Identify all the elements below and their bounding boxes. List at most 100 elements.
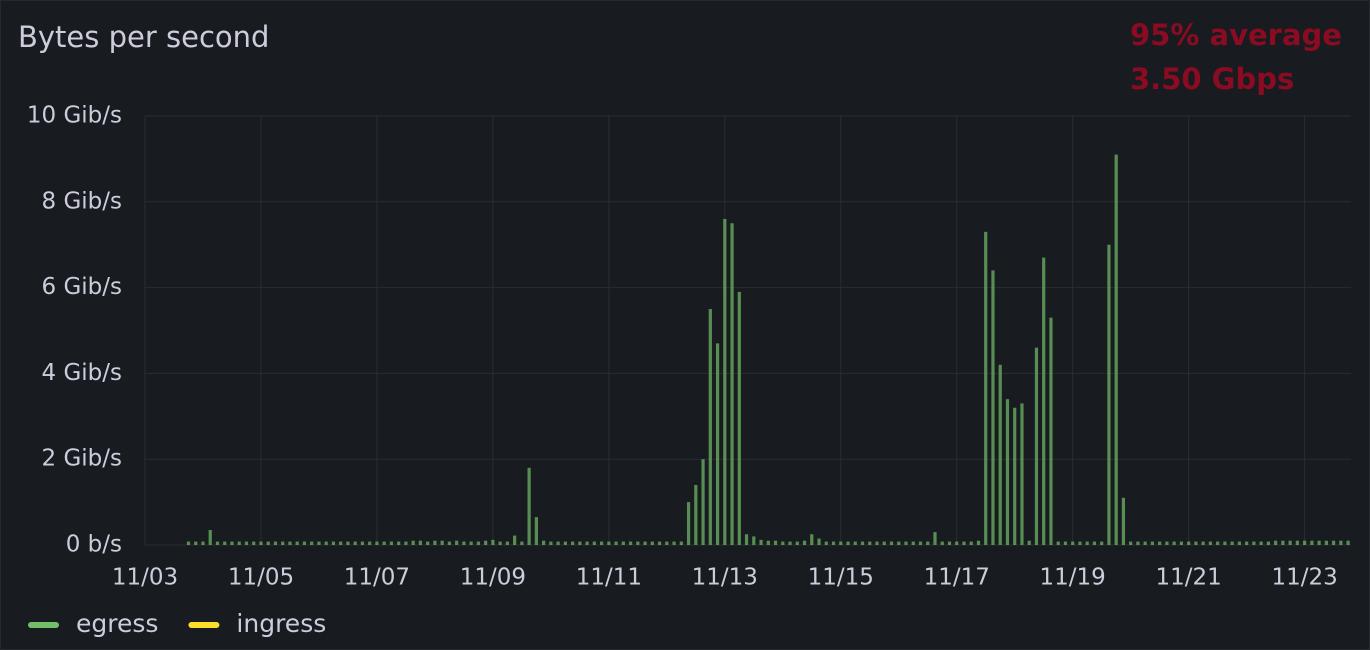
bar — [802, 540, 807, 545]
bar — [426, 541, 430, 545]
bar — [1252, 541, 1256, 545]
bar — [1092, 541, 1097, 545]
bar — [643, 541, 647, 545]
y-tick-label: 10 Gib/s — [27, 103, 122, 129]
bar — [353, 541, 357, 545]
bar — [976, 540, 981, 545]
bar — [1150, 541, 1155, 545]
bar — [266, 541, 270, 545]
bar — [650, 541, 654, 545]
bar — [389, 541, 394, 545]
bar — [1266, 541, 1270, 545]
bar — [1346, 540, 1350, 545]
y-tick-label: 6 Gib/s — [42, 274, 123, 300]
x-tick-label: 11/09 — [460, 565, 526, 591]
grid: 0 b/s 2 Gib/s 4 Gib/s 6 Gib/s 8 Gib/s 10 Gib/… — [27, 103, 1351, 591]
bar — [904, 541, 908, 545]
bar — [940, 541, 944, 545]
bar — [1172, 541, 1176, 545]
bar — [868, 541, 872, 545]
bar — [527, 467, 531, 545]
bar — [933, 532, 937, 545]
bar — [324, 541, 328, 545]
bar — [563, 541, 567, 545]
bar — [368, 541, 372, 545]
bar — [1027, 540, 1031, 545]
bar — [397, 541, 401, 545]
bar — [1208, 541, 1212, 545]
bar — [273, 541, 278, 545]
bar — [1020, 403, 1024, 545]
bar — [310, 541, 314, 545]
bar — [1049, 317, 1053, 545]
bar — [288, 541, 292, 545]
y-tick-label: 2 Gib/s — [42, 446, 123, 472]
bar — [542, 540, 546, 545]
bar — [1237, 541, 1241, 545]
bar — [1339, 540, 1343, 545]
bar — [766, 540, 770, 545]
bar — [824, 541, 828, 545]
bar — [773, 540, 778, 545]
bar — [882, 541, 886, 545]
bar — [636, 541, 640, 545]
bar — [1223, 541, 1227, 545]
bar — [1136, 541, 1140, 545]
bar — [208, 529, 212, 545]
bar — [201, 541, 205, 545]
bar — [1121, 497, 1126, 545]
bar — [657, 541, 662, 545]
bar — [455, 540, 459, 545]
bar — [701, 459, 705, 545]
bar — [781, 541, 785, 545]
bar — [244, 541, 249, 545]
bar — [607, 541, 611, 545]
bar — [788, 541, 792, 545]
bar — [1194, 541, 1198, 545]
bar — [418, 540, 423, 545]
bar — [860, 541, 865, 545]
x-tick-label: 11/23 — [1271, 565, 1337, 591]
bar — [665, 541, 669, 545]
bar — [875, 541, 879, 545]
bar — [955, 541, 959, 545]
bar — [491, 539, 495, 545]
bar — [621, 541, 625, 545]
panel-title: Bytes per second — [18, 20, 269, 54]
x-tick-label: 11/11 — [576, 565, 642, 591]
bar — [520, 541, 524, 545]
annotation: 95% average — [1130, 18, 1342, 52]
bar — [462, 541, 466, 545]
x-tick-label: 11/03 — [112, 565, 178, 591]
bar — [505, 541, 509, 545]
bar — [186, 541, 191, 545]
bar — [1324, 540, 1328, 545]
bar — [846, 541, 850, 545]
bar — [1274, 540, 1278, 545]
bar — [484, 540, 488, 545]
annotation: 3.50 Gbps — [1130, 62, 1294, 96]
bar — [984, 231, 988, 545]
x-tick-label: 11/21 — [1156, 565, 1222, 591]
bar — [1281, 540, 1285, 545]
x-tick-label: 11/13 — [692, 565, 758, 591]
bar — [1259, 541, 1263, 545]
bar — [962, 541, 966, 545]
bar — [672, 541, 676, 545]
bar — [889, 541, 894, 545]
bar — [1158, 541, 1162, 545]
bar — [230, 541, 234, 545]
bar — [549, 541, 553, 545]
bar — [947, 541, 952, 545]
bar — [302, 541, 307, 545]
bar — [447, 541, 451, 545]
bar — [1245, 541, 1249, 545]
bar — [715, 343, 720, 545]
bar — [1187, 541, 1191, 545]
bar — [281, 541, 285, 545]
bar — [1056, 541, 1060, 545]
bar — [498, 541, 502, 545]
bar — [1288, 540, 1292, 545]
bar — [375, 541, 379, 545]
bars — [186, 154, 1350, 546]
